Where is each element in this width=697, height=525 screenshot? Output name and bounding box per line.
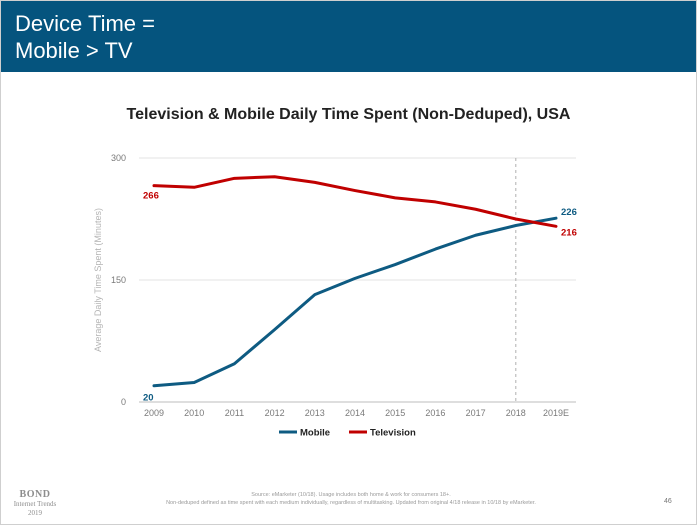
x-tick-label: 2016: [425, 408, 445, 418]
mobile-series-line: [152, 216, 558, 388]
logo-brand: BOND: [19, 489, 51, 500]
y-tick-label: 300: [111, 153, 126, 163]
chart-title: Television & Mobile Daily Time Spent (No…: [126, 106, 571, 123]
mobile-end-label: 226: [561, 207, 577, 218]
television-series-line: [152, 175, 558, 228]
y-tick-label: 150: [111, 275, 126, 285]
x-tick-label: 2015: [385, 408, 405, 418]
x-tick-label: 2012: [265, 408, 285, 418]
y-tick-label: 0: [121, 397, 126, 407]
television-start-label: 266: [143, 191, 159, 202]
x-tick-label: 2011: [225, 408, 244, 418]
bond-logo: BOND Internet Trends 2019: [11, 489, 59, 518]
logo-subtitle: Internet Trends: [13, 500, 57, 508]
header-title-line-1: Device Time =: [15, 11, 155, 36]
x-tick-label: 2009: [144, 408, 164, 418]
mobile-start-label: 20: [143, 393, 154, 404]
x-tick-label: 2019E: [543, 408, 569, 418]
x-tick-label: 2014: [345, 408, 365, 418]
header-title-line-2: Mobile > TV: [15, 38, 133, 63]
legend: Mobile Television: [279, 428, 416, 439]
axis-ticks: 0 150 300 2009 2010 2011 2012 2013 2014 2015 2016 2…: [111, 153, 569, 418]
x-tick-label: 2017: [466, 408, 486, 418]
x-tick-label: 2010: [184, 408, 204, 418]
grid-lines: [139, 157, 576, 403]
data-labels: 20 226 266 216: [143, 191, 577, 404]
source-line-2: Non-deduped defined as time spent with e…: [166, 500, 536, 506]
y-axis-label: Average Daily Time Spent (Minutes): [93, 208, 103, 352]
television-end-label: 216: [561, 227, 577, 238]
header-banner: Device Time = Mobile > TV: [1, 1, 696, 72]
logo-year: 2019: [28, 509, 42, 517]
series-lines: [152, 175, 558, 388]
mobile-legend-label: Mobile: [300, 428, 330, 439]
x-tick-label: 2013: [305, 408, 325, 418]
page-number: 46: [664, 498, 672, 505]
television-legend-label: Television: [370, 428, 416, 439]
source-line-1: Source: eMarketer (10/18). Usage include…: [251, 492, 451, 498]
source-note: Source: eMarketer (10/18). Usage include…: [111, 491, 591, 507]
x-tick-label: 2018: [506, 408, 526, 418]
